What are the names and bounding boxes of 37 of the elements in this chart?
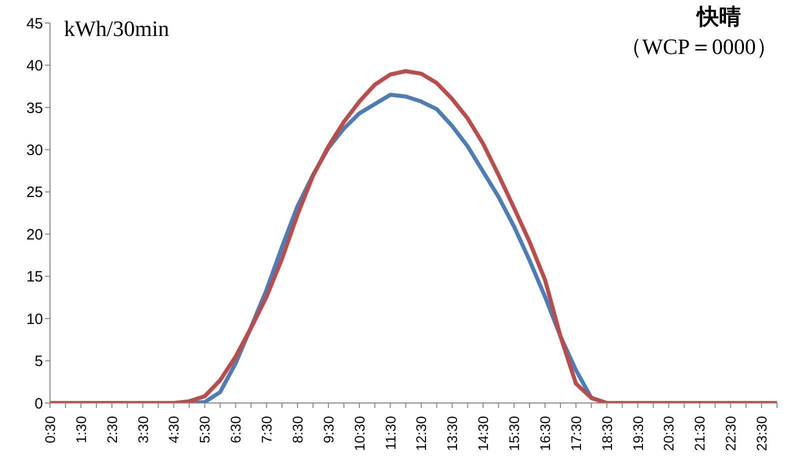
x-tick-label: 12:30 [413, 416, 430, 452]
y-axis-title: kWh/30min [64, 16, 170, 42]
x-tick-label: 23:30 [754, 416, 770, 452]
x-tick-label: 21:30 [692, 416, 708, 452]
x-tick-label: 5:30 [196, 416, 213, 444]
y-tick-label: 10 [26, 310, 43, 328]
y-tick-label: 0 [34, 395, 43, 412]
x-tick-label: 20:30 [660, 416, 677, 452]
x-tick-label: 3:30 [134, 416, 151, 444]
x-tick-label: 0:30 [42, 416, 58, 444]
y-tick-label: 15 [26, 268, 43, 286]
x-tick-label: 19:30 [630, 416, 646, 452]
x-tick-label: 1:30 [72, 416, 89, 444]
x-tick-label: 2:30 [104, 416, 120, 444]
x-tick-label: 6:30 [228, 416, 244, 444]
chart-title: 快晴 [695, 4, 742, 32]
x-tick-label: 15:30 [506, 416, 522, 452]
text: （WCP＝0000） [619, 33, 779, 61]
x-tick-label: 18:30 [598, 416, 615, 452]
x-tick-label: 13:30 [444, 416, 460, 452]
y-tick-label: 40 [26, 58, 43, 75]
y-tick-label: 25 [26, 184, 43, 202]
x-tick-label: 9:30 [320, 416, 336, 444]
y-tick-label: 45 [26, 15, 43, 32]
x-tick-label: 11:30 [382, 416, 398, 450]
x-tick-label: 7:30 [258, 416, 275, 444]
y-tick-label: 5 [34, 353, 43, 370]
y-tick-label: 30 [26, 142, 43, 159]
y-tick-label: 20 [26, 226, 43, 244]
x-tick-label: 14:30 [475, 416, 492, 452]
x-tick-label: 16:30 [536, 416, 553, 452]
x-tick-label: 17:30 [568, 416, 584, 452]
x-tick-label: 10:30 [351, 416, 368, 452]
y-tick-label: 35 [26, 100, 43, 117]
x-tick-label: 8:30 [289, 416, 306, 444]
x-tick-label: 22:30 [722, 416, 739, 452]
x-tick-label: 4:30 [166, 416, 182, 444]
